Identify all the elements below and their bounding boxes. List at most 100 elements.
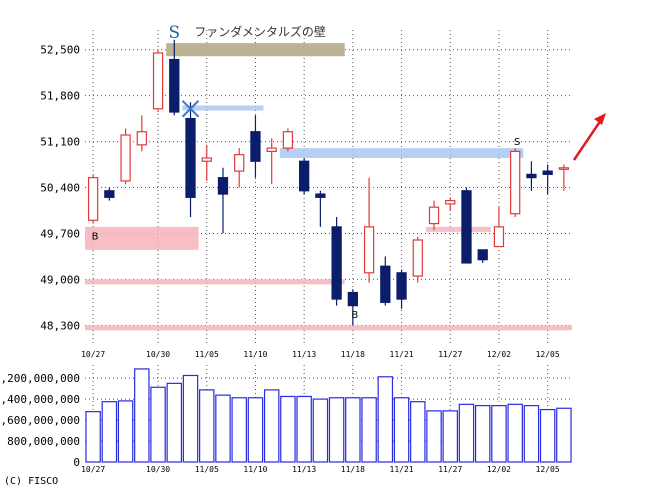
- price-date-label: 11/13: [292, 350, 316, 359]
- volume-tick-label: 3,200,000,000: [0, 372, 80, 385]
- candle-down: [477, 249, 488, 261]
- volume-bar: [458, 403, 475, 463]
- volume-tick-label: 800,000,000: [7, 435, 80, 448]
- price-axis: 48,300 49,000 49,700 50,400 51,100 51,800 52,5…: [40, 44, 560, 359]
- volume-bar: [426, 410, 442, 463]
- volume-bar: [263, 389, 280, 463]
- price-tick-label: 51,800: [40, 90, 80, 103]
- candle-up: [412, 239, 423, 277]
- trend-arrow-head: [594, 113, 606, 125]
- price-tick-label: 49,700: [40, 227, 80, 240]
- price-date-label: 11/18: [341, 350, 365, 359]
- volume-bars: [85, 368, 572, 463]
- volume-bar: [280, 395, 296, 463]
- price-annotations: ファンダメンタルズの壁 S B B S: [92, 23, 606, 321]
- price-candles: [87, 39, 570, 326]
- volume-bar: [199, 389, 215, 463]
- buy-signal-b: B: [351, 310, 358, 321]
- buy-signal-b: B: [92, 231, 99, 242]
- volume-date-label: 11/10: [243, 465, 267, 474]
- volume-date-label: 10/27: [81, 465, 105, 474]
- candle-down: [396, 272, 407, 300]
- price-date-label: 12/02: [487, 350, 511, 359]
- candle-down: [185, 117, 196, 198]
- volume-bar: [523, 405, 540, 463]
- volume-bar: [328, 397, 345, 463]
- volume-bar: [393, 397, 410, 463]
- volume-bar: [134, 368, 150, 463]
- volume-bar: [345, 397, 361, 463]
- volume-bar: [182, 374, 199, 463]
- wall-zone: [166, 43, 345, 57]
- candle-up: [87, 177, 99, 221]
- candle-down: [250, 131, 261, 162]
- candle-down: [380, 265, 391, 303]
- support-zone: [85, 325, 572, 331]
- volume-bar: [539, 408, 556, 463]
- resistance-zone: [279, 148, 524, 158]
- candle-down: [169, 58, 180, 113]
- price-tick-label: 50,400: [40, 182, 80, 195]
- sell-signal-s-small: S: [514, 137, 520, 148]
- volume-date-label: 10/30: [146, 465, 170, 474]
- price-date-label: 11/27: [438, 350, 462, 359]
- trend-arrow: [572, 119, 603, 161]
- volume-bar: [312, 398, 329, 463]
- volume-bar: [410, 401, 426, 463]
- volume-date-label: 11/05: [195, 465, 219, 474]
- candle-up: [428, 206, 440, 225]
- sell-signal-s: S: [168, 23, 180, 43]
- candle-up: [120, 134, 131, 182]
- candle-down: [347, 291, 358, 307]
- copyright-label: (C) FISCO: [4, 476, 59, 487]
- cross-mark: [181, 100, 200, 118]
- candle-down: [104, 190, 115, 198]
- volume-bar: [150, 386, 166, 463]
- volume-tick-label: 1,600,000,000: [0, 414, 80, 427]
- wall-label: ファンダメンタルズの壁: [194, 24, 326, 39]
- volume-bar: [85, 411, 101, 463]
- price-date-label: 11/21: [390, 350, 414, 359]
- candle-up: [558, 167, 570, 170]
- volume-bar: [491, 405, 507, 463]
- candle-up: [234, 154, 245, 172]
- volume-date-label: 12/05: [536, 465, 560, 474]
- volume-bar: [215, 394, 231, 463]
- candle-down: [461, 190, 472, 264]
- price-date-label: 11/05: [195, 350, 219, 359]
- candle-up: [152, 52, 164, 110]
- price-tick-label: 51,100: [40, 136, 80, 149]
- volume-bar: [361, 397, 377, 463]
- price-tick-label: 52,500: [40, 44, 80, 57]
- price-date-label: 12/05: [536, 350, 560, 359]
- price-date-label: 10/30: [146, 350, 170, 359]
- candle-down: [315, 193, 326, 198]
- candle-up: [510, 150, 521, 215]
- volume-date-label: 11/27: [438, 465, 462, 474]
- volume-tick-label: 0: [73, 456, 80, 469]
- volume-bar: [296, 395, 312, 463]
- volume-bar: [166, 382, 183, 463]
- volume-date-label: 11/18: [341, 465, 365, 474]
- volume-bar: [377, 376, 394, 463]
- candle-up: [282, 131, 294, 149]
- candle-down: [526, 173, 537, 179]
- volume-axis: 0 800,000,000 1,600,000,000 2,400,000,000 3,…: [0, 372, 560, 474]
- candle-down: [217, 177, 229, 195]
- volume-bar: [247, 397, 264, 463]
- candle-down: [331, 226, 342, 300]
- support-zone: [85, 226, 199, 250]
- volume-bar: [231, 397, 247, 463]
- volume-bar: [556, 407, 572, 463]
- candle-up: [493, 226, 505, 248]
- price-tick-label: 48,300: [40, 319, 80, 332]
- volume-bar: [117, 400, 134, 463]
- volume-date-label: 11/13: [292, 465, 316, 474]
- candle-up: [136, 131, 147, 146]
- resistance-zone: [182, 105, 264, 111]
- candle-up: [445, 200, 456, 205]
- volume-bar: [442, 410, 458, 463]
- price-tick-label: 49,000: [40, 273, 80, 286]
- price-date-label: 10/27: [81, 350, 105, 359]
